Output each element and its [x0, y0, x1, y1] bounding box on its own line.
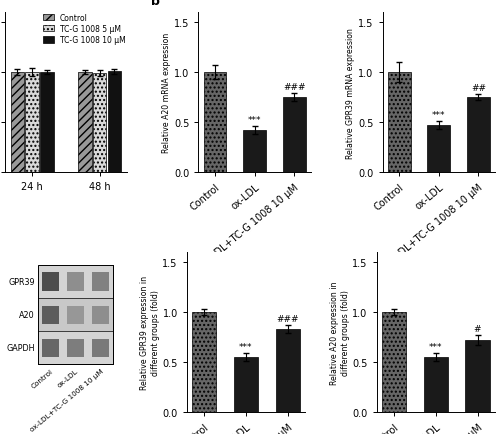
Bar — [234, 358, 258, 412]
Bar — [38, 298, 113, 332]
Bar — [67, 306, 84, 324]
Text: ###: ### — [283, 82, 306, 92]
Text: ox-LDL+TC-G 1008 10 μM: ox-LDL+TC-G 1008 10 μM — [28, 368, 104, 432]
Bar — [38, 265, 113, 365]
Y-axis label: Relative A20 expression in
different groups (fold): Relative A20 expression in different gro… — [330, 281, 349, 384]
Text: ###: ### — [276, 314, 299, 323]
Text: A20: A20 — [19, 310, 34, 319]
Text: GPR39: GPR39 — [8, 277, 34, 286]
Y-axis label: Relative GPR39 expression in
different groups (fold): Relative GPR39 expression in different g… — [140, 276, 160, 389]
Text: #: # — [474, 324, 482, 333]
Bar — [67, 273, 84, 291]
Y-axis label: Relative A20 mRNA expression: Relative A20 mRNA expression — [162, 33, 171, 153]
Bar — [26, 73, 39, 173]
Bar — [467, 98, 490, 173]
Bar — [92, 306, 109, 324]
Bar — [108, 72, 121, 173]
Bar — [424, 358, 448, 412]
Bar — [67, 339, 84, 357]
Bar — [243, 131, 266, 173]
Text: GAPDH: GAPDH — [6, 343, 34, 352]
Bar — [276, 329, 299, 412]
Bar — [38, 332, 113, 365]
Y-axis label: Relative GPR39 mRNA expression: Relative GPR39 mRNA expression — [346, 28, 356, 158]
Bar — [92, 339, 109, 357]
Legend: Control, TC-G 1008 5 μM, TC-G 1008 10 μM: Control, TC-G 1008 5 μM, TC-G 1008 10 μM — [43, 13, 126, 45]
Bar — [204, 73, 227, 173]
Bar — [428, 126, 450, 173]
Bar — [466, 340, 489, 412]
Bar — [42, 273, 60, 291]
Text: b: b — [151, 0, 160, 8]
Bar — [42, 306, 60, 324]
Bar — [10, 73, 24, 173]
Bar — [283, 98, 306, 173]
Text: ##: ## — [471, 83, 486, 92]
Text: ***: *** — [239, 342, 252, 351]
Bar — [42, 339, 60, 357]
Bar — [388, 73, 410, 173]
Text: ***: *** — [429, 342, 442, 351]
Text: ox-LDL: ox-LDL — [56, 368, 80, 388]
Bar — [93, 73, 106, 173]
Text: Control: Control — [30, 368, 54, 389]
Bar — [192, 312, 216, 412]
Bar — [38, 265, 113, 298]
Bar — [382, 312, 406, 412]
Text: ***: *** — [432, 110, 446, 119]
Bar — [38, 265, 113, 365]
Text: ***: *** — [248, 115, 262, 124]
Bar — [40, 73, 54, 173]
Bar — [78, 73, 92, 173]
Bar — [92, 273, 109, 291]
